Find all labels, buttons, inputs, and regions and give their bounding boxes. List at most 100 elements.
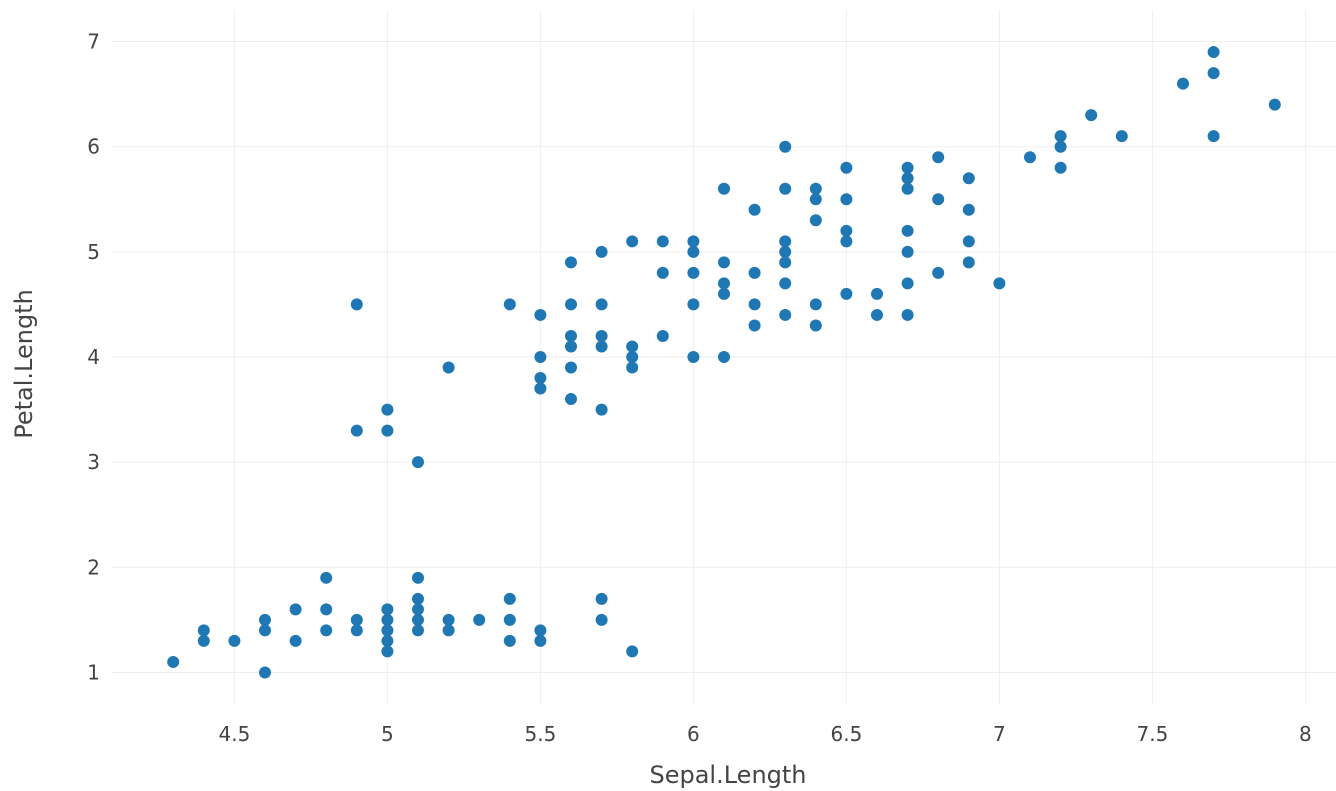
data-point[interactable] [932,266,945,279]
data-point[interactable] [350,424,363,437]
data-point[interactable] [687,298,700,311]
data-point[interactable] [167,655,180,668]
data-point[interactable] [595,613,608,626]
data-point[interactable] [565,329,577,342]
data-point[interactable] [350,613,363,626]
data-point[interactable] [809,193,822,206]
data-point[interactable] [718,256,730,269]
data-point[interactable] [595,298,608,311]
data-point[interactable] [718,182,730,195]
data-point[interactable] [1054,140,1067,153]
data-point[interactable] [871,287,883,300]
data-point[interactable] [779,308,792,321]
data-point[interactable] [840,161,853,174]
data-point[interactable] [840,193,853,206]
data-point[interactable] [473,613,486,626]
data-point[interactable] [718,351,730,363]
data-point[interactable] [809,298,822,311]
data-point[interactable] [687,266,700,279]
data-point[interactable] [626,235,639,248]
data-point[interactable] [901,172,914,185]
data-point[interactable] [656,266,669,279]
data-point[interactable] [1054,161,1067,174]
data-point[interactable] [779,235,792,248]
data-point[interactable] [289,634,302,647]
data-point[interactable] [1054,130,1067,143]
data-point[interactable] [412,592,424,605]
data-point[interactable] [350,624,363,637]
data-point[interactable] [840,224,853,237]
data-point[interactable] [779,277,792,290]
data-point[interactable] [503,613,516,626]
data-point[interactable] [626,340,639,353]
data-point[interactable] [565,340,577,353]
data-point[interactable] [1268,98,1281,111]
data-point[interactable] [381,403,394,416]
data-point[interactable] [962,256,975,269]
data-point[interactable] [442,361,455,374]
data-point[interactable] [197,634,210,647]
data-point[interactable] [228,634,241,647]
data-point[interactable] [901,308,914,321]
data-point[interactable] [320,603,333,616]
data-point[interactable] [962,235,975,248]
data-point[interactable] [289,603,302,616]
data-point[interactable] [748,298,761,311]
data-point[interactable] [901,245,914,258]
data-point[interactable] [748,203,761,216]
data-point[interactable] [197,624,210,637]
data-point[interactable] [809,182,822,195]
data-point[interactable] [840,287,853,300]
data-point[interactable] [901,161,914,174]
data-point[interactable] [595,329,608,342]
data-point[interactable] [565,361,577,374]
data-point[interactable] [412,603,424,616]
data-point[interactable] [1024,151,1036,164]
data-point[interactable] [381,634,394,647]
data-point[interactable] [565,393,577,406]
data-point[interactable] [626,645,639,658]
data-point[interactable] [595,245,608,258]
data-point[interactable] [748,319,761,332]
data-point[interactable] [565,298,577,311]
data-point[interactable] [656,235,669,248]
data-point[interactable] [718,277,730,290]
data-point[interactable] [1207,130,1220,143]
data-point[interactable] [412,571,424,584]
data-point[interactable] [534,351,547,363]
data-point[interactable] [534,382,547,395]
data-point[interactable] [259,624,271,637]
data-point[interactable] [259,613,271,626]
data-point[interactable] [779,245,792,258]
data-point[interactable] [779,182,792,195]
data-point[interactable] [1207,67,1220,80]
data-point[interactable] [565,256,577,269]
data-point[interactable] [259,666,271,679]
data-point[interactable] [534,624,547,637]
data-point[interactable] [503,298,516,311]
data-point[interactable] [534,634,547,647]
data-point[interactable] [932,151,945,164]
data-point[interactable] [901,182,914,195]
data-point[interactable] [412,456,424,469]
data-point[interactable] [442,624,455,637]
data-point[interactable] [932,193,945,206]
data-point[interactable] [350,298,363,311]
data-point[interactable] [595,340,608,353]
data-point[interactable] [687,351,700,363]
data-point[interactable] [962,172,975,185]
data-point[interactable] [962,203,975,216]
data-point[interactable] [626,351,639,363]
data-point[interactable] [595,403,608,416]
data-point[interactable] [901,224,914,237]
data-point[interactable] [381,424,394,437]
data-point[interactable] [534,372,547,385]
data-point[interactable] [381,603,394,616]
data-point[interactable] [503,592,516,605]
data-point[interactable] [1115,130,1128,143]
data-point[interactable] [779,140,792,153]
data-point[interactable] [901,277,914,290]
data-point[interactable] [687,245,700,258]
data-point[interactable] [687,235,700,248]
data-point[interactable] [718,287,730,300]
